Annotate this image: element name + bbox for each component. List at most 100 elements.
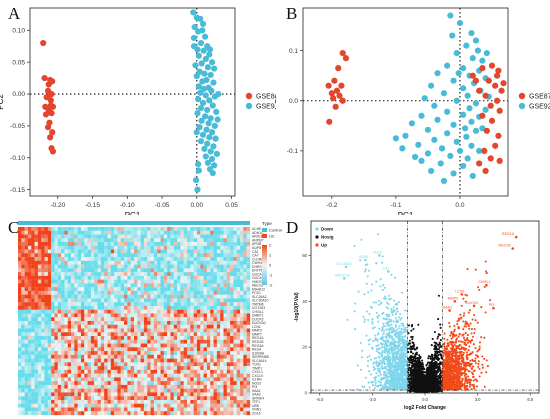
heatmap-cell: [120, 388, 125, 393]
data-point: [200, 47, 207, 54]
heatmap-cell: [77, 260, 82, 265]
heatmap-cell: [61, 294, 65, 299]
heatmap-cell: [114, 343, 118, 348]
heatmap-cell: [216, 298, 221, 303]
heatmap-cell: [223, 287, 227, 292]
heatmap-cell: [71, 264, 75, 269]
data-point: [204, 140, 211, 147]
heatmap-cell: [47, 328, 52, 333]
heatmap-cell: [84, 373, 88, 378]
heatmap-cell: [173, 257, 178, 261]
heatmap-cell: [130, 264, 135, 269]
heatmap-cell: [67, 328, 72, 333]
heatmap-cell: [107, 290, 111, 295]
heatmap-cell: [31, 328, 35, 333]
heatmap-cell: [206, 290, 211, 295]
heatmap-cell: [230, 283, 234, 288]
heatmap-cell: [124, 268, 128, 273]
heatmap-cell: [157, 403, 161, 408]
heatmap-cell: [193, 332, 198, 337]
heatmap-cell: [110, 373, 115, 378]
heatmap-cell: [84, 275, 88, 280]
heatmap-cell: [130, 309, 135, 314]
heatmap-cell: [104, 392, 108, 397]
heatmap-cell: [127, 381, 131, 386]
heatmap-cell: [57, 351, 62, 355]
heatmap-cell: [107, 257, 111, 261]
heatmap-cell: [160, 403, 164, 408]
heatmap-cell: [246, 230, 251, 235]
heatmap-cell: [183, 257, 188, 261]
data-point: [482, 106, 489, 113]
heatmap-cell: [147, 411, 151, 416]
heatmap-cell: [230, 407, 234, 412]
heatmap-cell: [24, 290, 29, 295]
heatmap-cell: [124, 384, 128, 389]
heatmap-cell: [206, 264, 211, 269]
heatmap-cell: [230, 381, 234, 386]
heatmap-cell: [160, 298, 164, 303]
heatmap-cell: [117, 272, 121, 277]
heatmap-cell: [54, 317, 58, 322]
heatmap-cell: [34, 234, 39, 239]
heatmap-cell: [120, 302, 125, 307]
heatmap-cell: [230, 324, 234, 329]
heatmap-cell: [51, 403, 55, 408]
heatmap-cell: [167, 238, 171, 243]
heatmap-cell: [18, 283, 22, 288]
heatmap-cell: [61, 257, 65, 261]
heatmap-cell: [150, 396, 155, 401]
heatmap-cell: [140, 336, 145, 340]
heatmap-cell: [140, 369, 145, 374]
heatmap-cell: [84, 351, 88, 355]
heatmap-cell: [47, 279, 52, 284]
heatmap-cell: [173, 245, 178, 250]
heatmap-cell: [37, 290, 42, 295]
heatmap-cell: [21, 249, 25, 254]
heatmap-cell: [243, 275, 247, 280]
heatmap-cell: [51, 369, 55, 374]
data-point: [466, 105, 473, 112]
heatmap-cell: [206, 283, 211, 288]
heatmap-cell: [203, 294, 208, 299]
heatmap-cell: [167, 309, 171, 314]
heatmap-cell: [157, 377, 161, 382]
heatmap-cell: [143, 242, 148, 246]
heatmap-cell: [94, 272, 98, 277]
heatmap-cell: [31, 332, 35, 337]
heatmap-cell: [107, 396, 111, 401]
heatmap-cell: [200, 245, 204, 250]
heatmap-cell: [143, 268, 148, 273]
heatmap-cell: [223, 298, 227, 303]
heatmap-cell: [134, 362, 138, 367]
heatmap-cell: [230, 305, 234, 310]
heatmap-cell: [94, 279, 98, 284]
data-point: [482, 92, 489, 99]
heatmap-cell: [150, 275, 155, 280]
heatmap-cell: [21, 362, 25, 367]
heatmap-cell: [31, 317, 35, 322]
heatmap-cell: [130, 396, 135, 401]
heatmap-cell: [143, 399, 148, 404]
heatmap-cell: [77, 381, 82, 386]
heatmap-cell: [173, 347, 178, 352]
data-point: [208, 87, 215, 94]
heatmap-cell: [160, 366, 164, 371]
heatmap-cell: [107, 384, 111, 389]
heatmap-cell: [90, 268, 95, 273]
heatmap-cell: [77, 332, 82, 337]
heatmap-cell: [203, 336, 208, 340]
heatmap-cell: [236, 253, 241, 258]
heatmap-cell: [140, 411, 145, 416]
heatmap-cell: [27, 275, 32, 280]
heatmap-cell: [34, 411, 39, 416]
heatmap-cell: [167, 290, 171, 295]
heatmap-cell: [150, 249, 155, 254]
data-point: [195, 167, 202, 174]
heatmap-cell: [61, 272, 65, 277]
heatmap-cell: [94, 373, 98, 378]
heatmap-cell: [137, 238, 141, 243]
heatmap-cell: [220, 321, 224, 325]
heatmap-cell: [157, 309, 161, 314]
heatmap-cell: [21, 396, 25, 401]
